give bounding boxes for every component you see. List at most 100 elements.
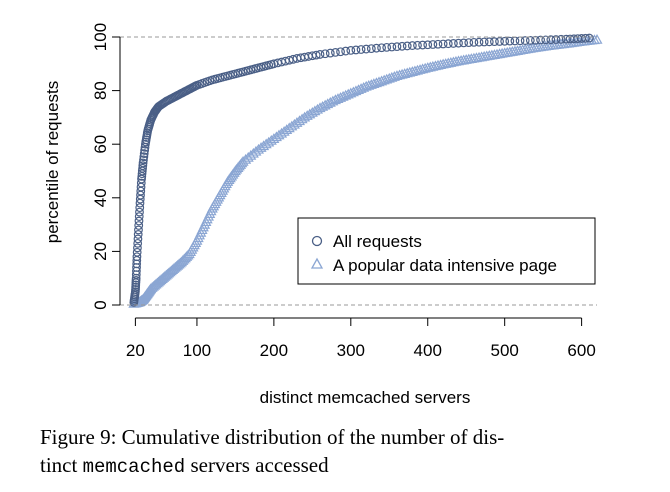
data-point-circle: [495, 37, 504, 46]
data-point-circle: [397, 41, 407, 51]
legend-triangle-marker: [310, 257, 324, 269]
data-point-circle: [311, 50, 321, 60]
data-point-triangle: [324, 96, 336, 107]
data-point-circle: [541, 35, 551, 45]
data-point-circle: [423, 40, 433, 50]
data-point-circle: [133, 234, 143, 244]
legend-label-popular-page: A popular data intensive page: [333, 256, 557, 275]
data-point-circle: [413, 40, 422, 50]
data-point-circle: [581, 33, 590, 43]
data-point-triangle: [314, 102, 326, 113]
x-tick-label: 20: [126, 341, 145, 360]
legend: All requests A popular data intensive pa…: [297, 217, 596, 285]
data-point-circle: [407, 41, 417, 50]
data-point-circle: [392, 42, 402, 52]
data-point-circle: [402, 41, 412, 51]
series-popular-page: [128, 33, 603, 308]
data-point-triangle: [311, 103, 323, 114]
y-tick-label: 0: [91, 300, 110, 309]
axes: 0 20 40 60 80 100 20 100 200 300 400 500 600: [91, 23, 597, 360]
data-point-circle: [134, 216, 144, 226]
data-point-circle: [315, 50, 325, 59]
data-point-circle: [133, 238, 143, 248]
data-point-circle: [135, 203, 145, 213]
data-point-circle: [536, 35, 545, 45]
y-tick-label: 40: [91, 188, 110, 207]
data-point-triangle: [296, 113, 308, 124]
data-point-circle: [136, 178, 146, 188]
data-point-circle: [525, 35, 535, 45]
data-point-circle: [469, 37, 479, 47]
y-tick-label: 60: [91, 135, 110, 154]
data-point-circle: [520, 36, 530, 45]
data-point-circle: [448, 39, 458, 48]
x-tick-label: 200: [260, 341, 288, 360]
data-point-circle: [133, 243, 142, 253]
data-point-circle: [356, 45, 366, 54]
caption-text-b: servers accessed: [185, 453, 329, 477]
data-point-circle: [351, 45, 361, 55]
data-point-circle: [584, 33, 594, 43]
data-point-circle: [331, 48, 340, 57]
legend-box: [297, 217, 596, 285]
data-point-triangle: [317, 100, 329, 111]
data-point-triangle: [301, 110, 313, 120]
data-point-circle: [346, 46, 356, 55]
data-point-circle: [433, 39, 443, 49]
x-tick-label: 300: [337, 341, 365, 360]
data-point-triangle: [319, 99, 331, 110]
caption-line-2: tinct memcached servers accessed: [40, 451, 640, 481]
data-point-circle: [139, 149, 149, 158]
data-point-circle: [138, 161, 148, 171]
legend-circle-marker: [311, 235, 323, 247]
x-tick-label: 400: [414, 341, 442, 360]
legend-label-all-requests: All requests: [333, 232, 422, 251]
data-point-circle: [336, 47, 345, 57]
data-point-circle: [372, 43, 381, 53]
data-point-circle: [546, 35, 556, 45]
data-point-circle: [484, 37, 494, 47]
data-point-triangle: [591, 33, 603, 44]
caption-text-a: tinct: [40, 453, 83, 477]
data-point-circle: [320, 49, 330, 59]
data-point-circle: [428, 40, 438, 49]
x-axis-label: distinct memcached servers: [260, 388, 471, 407]
data-point-circle: [138, 163, 147, 173]
data-point-circle: [459, 38, 469, 48]
data-point-circle: [387, 42, 397, 52]
data-point-circle: [134, 225, 143, 235]
data-point-circle: [134, 212, 144, 221]
y-axis-label: percentile of requests: [43, 81, 62, 244]
data-point-circle: [138, 158, 148, 168]
data-point-circle: [135, 207, 144, 217]
x-tick-label: 600: [567, 341, 595, 360]
data-point-circle: [474, 37, 484, 47]
data-point-circle: [132, 252, 142, 262]
data-point-circle: [556, 34, 566, 44]
y-tick-label: 20: [91, 242, 110, 261]
data-point-circle: [500, 36, 510, 46]
caption-line-1: Figure 9: Cumulative distribution of the…: [40, 425, 505, 449]
figure-caption: Figure 9: Cumulative distribution of the…: [40, 423, 640, 481]
x-tick-label: 500: [490, 341, 518, 360]
y-tick-label: 100: [91, 23, 110, 51]
data-point-triangle: [299, 111, 311, 122]
series-all-requests: [129, 33, 594, 307]
data-point-circle: [325, 48, 335, 58]
y-tick-label: 80: [91, 81, 110, 100]
data-point-circle: [490, 37, 499, 47]
data-point-triangle: [304, 108, 316, 119]
x-tick-label: 100: [183, 341, 211, 360]
data-point-circle: [361, 44, 371, 54]
data-point-triangle: [306, 106, 318, 117]
data-point-triangle: [322, 98, 334, 109]
data-point-circle: [139, 155, 148, 165]
data-point-circle: [479, 37, 489, 47]
data-point-circle: [134, 221, 144, 230]
data-point-circle: [140, 146, 150, 155]
data-point-circle: [454, 38, 463, 48]
data-point-circle: [531, 35, 540, 45]
data-point-triangle: [327, 95, 339, 106]
data-point-circle: [132, 247, 142, 257]
chart: 0 20 40 60 80 100 20 100 200 300 400 500 600 distinc…: [43, 23, 603, 407]
